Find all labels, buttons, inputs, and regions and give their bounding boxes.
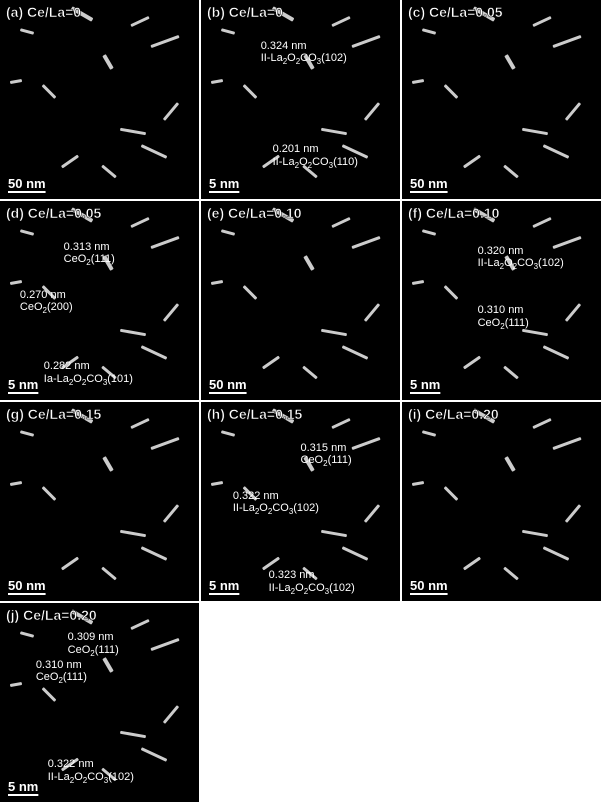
lattice-annotation: 0.315 nmCeO2(111) <box>301 442 352 469</box>
d-spacing-value: 0.310 nm <box>36 659 87 672</box>
panel-label: (g) Ce/La=0.15 <box>6 406 101 422</box>
panel-label: (j) Ce/La=0.20 <box>6 607 97 623</box>
crystal-plane: CeO2(111) <box>36 671 87 685</box>
d-spacing-value: 0.270 nm <box>20 289 73 302</box>
crystal-plane: II-La2O2CO3(102) <box>269 582 355 596</box>
panel-g: (g) Ce/La=0.15 50 nm <box>0 402 199 601</box>
panel-label: (a) Ce/La=0 <box>6 4 81 20</box>
panel-i: (i) Ce/La=0.20 50 nm <box>402 402 601 601</box>
crystal-plane: II-La2O2CO3(102) <box>478 257 564 271</box>
lattice-annotation: 0.322 nmII-La2O2CO3(102) <box>48 758 134 785</box>
panel-label: (h) Ce/La=0.15 <box>207 406 302 422</box>
panel-b: (b) Ce/La=0 0.324 nmII-La2O2CO3(102) 0.201… <box>201 0 400 199</box>
crystal-plane: II-La2O2CO3(102) <box>261 52 347 66</box>
crystal-plane: II-La2O2CO3(102) <box>233 502 319 516</box>
empty-panel <box>201 603 400 802</box>
panel-f: (f) Ce/La=0.100.320 nmII-La2O2CO3(102)0.… <box>402 201 601 400</box>
panel-label: (c) Ce/La=0.05 <box>408 4 503 20</box>
scale-bar: 5 nm <box>410 377 440 392</box>
lattice-annotation: 0.201 nmII-La2O2CO3(110) <box>273 143 358 170</box>
tem-figure-grid: (a) Ce/La=050 nm(b) Ce/La=00.324 nmII-La… <box>0 0 601 802</box>
d-spacing-value: 0.315 nm <box>301 442 352 455</box>
scale-bar: 50 nm <box>209 377 247 392</box>
crystal-plane: CeO2(111) <box>301 454 352 468</box>
lattice-annotation: 0.323 nmII-La2O2CO3(102) <box>269 569 355 596</box>
panel-a: (a) Ce/La=0 50 nm <box>0 0 199 199</box>
lattice-annotation: 0.313 nmCeO2(111) <box>64 241 115 268</box>
d-spacing-value: 0.309 nm <box>68 631 119 644</box>
crystal-plane: CeO2(111) <box>68 644 119 658</box>
d-spacing-value: 0.323 nm <box>269 569 355 582</box>
d-spacing-value: 0.313 nm <box>64 241 115 254</box>
lattice-annotation: 0.270 nmCeO2(200) <box>20 289 73 316</box>
panel-j: (j) Ce/La=0.200.309 nmCeO2(111)0.310 nmC… <box>0 603 199 802</box>
scale-bar: 50 nm <box>410 176 448 191</box>
d-spacing-value: 0.320 nm <box>478 245 564 258</box>
lattice-annotation: 0.324 nmII-La2O2CO3(102) <box>261 40 347 67</box>
d-spacing-value: 0.322 nm <box>233 490 319 503</box>
scale-bar: 5 nm <box>8 779 38 794</box>
scale-bar: 50 nm <box>8 578 46 593</box>
panel-h: (h) Ce/La=0.150.315 nmCeO2(111)0.322 nmI… <box>201 402 400 601</box>
crystal-plane: CeO2(111) <box>64 253 115 267</box>
d-spacing-value: 0.324 nm <box>261 40 347 53</box>
scale-bar: 5 nm <box>209 578 239 593</box>
panel-e: (e) Ce/La=0.10 50 nm <box>201 201 400 400</box>
crystal-plane: CeO2(200) <box>20 301 73 315</box>
d-spacing-value: 0.310 nm <box>478 304 529 317</box>
lattice-annotation: 0.282 nmIa-La2O2CO3(101) <box>44 360 133 387</box>
empty-panel <box>402 603 601 802</box>
scale-bar: 5 nm <box>8 377 38 392</box>
panel-label: (b) Ce/La=0 <box>207 4 283 20</box>
scale-bar: 50 nm <box>8 176 46 191</box>
scale-bar: 50 nm <box>410 578 448 593</box>
lattice-annotation: 0.320 nmII-La2O2CO3(102) <box>478 245 564 272</box>
lattice-annotation: 0.310 nmCeO2(111) <box>36 659 87 686</box>
panel-label: (f) Ce/La=0.10 <box>408 205 499 221</box>
panel-c: (c) Ce/La=0.05 50 nm <box>402 0 601 199</box>
d-spacing-value: 0.282 nm <box>44 360 133 373</box>
crystal-plane: II-La2O2CO3(102) <box>48 771 134 785</box>
crystal-plane: Ia-La2O2CO3(101) <box>44 373 133 387</box>
lattice-annotation: 0.310 nmCeO2(111) <box>478 304 529 331</box>
lattice-annotation: 0.309 nmCeO2(111) <box>68 631 119 658</box>
lattice-annotation: 0.322 nmII-La2O2CO3(102) <box>233 490 319 517</box>
panel-d: (d) Ce/La=0.050.313 nmCeO2(111)0.270 nmC… <box>0 201 199 400</box>
d-spacing-value: 0.322 nm <box>48 758 134 771</box>
crystal-plane: II-La2O2CO3(110) <box>273 156 358 170</box>
crystal-plane: CeO2(111) <box>478 317 529 331</box>
scale-bar: 5 nm <box>209 176 239 191</box>
panel-label: (e) Ce/La=0.10 <box>207 205 302 221</box>
panel-label: (d) Ce/La=0.05 <box>6 205 101 221</box>
d-spacing-value: 0.201 nm <box>273 143 358 156</box>
panel-label: (i) Ce/La=0.20 <box>408 406 499 422</box>
